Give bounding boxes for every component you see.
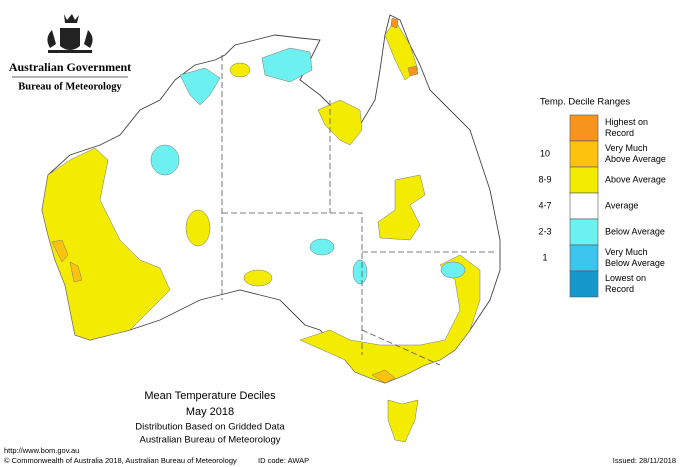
label-line: Very Much <box>605 247 648 257</box>
region-above <box>243 269 273 287</box>
region-below <box>352 259 368 285</box>
legend-range: 4-7 <box>538 200 551 210</box>
region-above <box>41 147 171 341</box>
legend-swatch <box>569 244 599 272</box>
region-very-much-above <box>51 239 83 283</box>
gov-title: Australian Government <box>9 60 131 74</box>
region-above <box>299 254 481 384</box>
legend-title: Temp. Decile Ranges <box>540 97 631 108</box>
legend-label: Above Average <box>605 174 666 184</box>
state-border <box>221 55 495 366</box>
footer-issued: Issued: 28/11/2018 <box>613 456 676 465</box>
legend-swatch <box>569 218 599 246</box>
bureau-title: Bureau of Meteorology <box>18 81 122 92</box>
legend-range: 2-3 <box>538 226 551 236</box>
legend-label: Average <box>605 200 638 210</box>
legend-swatch <box>569 114 599 142</box>
legend-swatch <box>569 192 599 220</box>
label-line: Very Much <box>605 143 648 153</box>
crest <box>47 14 93 53</box>
legend-label: Very Much Below Average <box>605 247 665 268</box>
label-line: Above Average <box>605 154 666 164</box>
legend-label: Lowest on Record <box>605 273 646 294</box>
label-line: Record <box>605 128 634 138</box>
region-above <box>377 174 426 241</box>
region-above <box>185 209 211 247</box>
region-very-much-above <box>371 369 396 384</box>
region-below <box>309 238 335 256</box>
region-below <box>179 67 221 106</box>
legend-label: Below Average <box>605 226 665 236</box>
footer-copyright: © Commonwealth of Australia 2018, Austra… <box>4 456 237 465</box>
tasmania <box>387 399 419 443</box>
region-below <box>261 47 313 83</box>
footer-url: http://www.bom.gov.au <box>4 446 79 455</box>
label-line: Record <box>605 284 634 294</box>
legend-swatch <box>569 166 599 194</box>
legend-label: Highest on Record <box>605 117 648 138</box>
region-above <box>317 99 363 146</box>
label-line: Below Average <box>605 258 665 268</box>
footer-id: ID code: AWAP <box>258 456 309 465</box>
label-line: Lowest on <box>605 273 646 283</box>
legend-swatch <box>569 270 599 298</box>
legend-label: Very Much Above Average <box>605 143 666 164</box>
caption-period: May 2018 <box>186 406 234 418</box>
region-above <box>229 62 251 78</box>
region-highest <box>390 17 419 77</box>
label-line: Highest on <box>605 117 648 127</box>
caption-method: Distribution Based on Gridded Data <box>135 422 285 433</box>
legend-swatch <box>569 140 599 168</box>
caption-title: Mean Temperature Deciles <box>144 390 276 402</box>
caption-source: Australian Bureau of Meteorology <box>140 435 281 446</box>
region-below <box>150 144 180 176</box>
region-below <box>440 261 466 279</box>
legend-range: 1 <box>542 252 547 262</box>
legend-range: 8-9 <box>538 174 551 184</box>
legend-range: 10 <box>540 148 550 158</box>
